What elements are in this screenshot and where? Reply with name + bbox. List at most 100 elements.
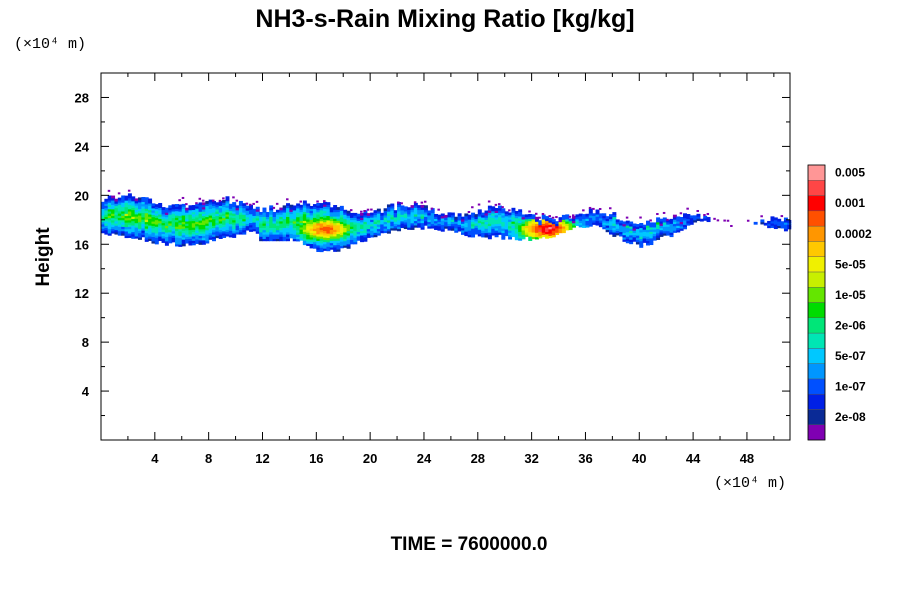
field-cell <box>471 232 476 236</box>
field-cell <box>363 221 368 225</box>
field-cell <box>531 223 536 226</box>
field-cell <box>360 237 365 240</box>
field-cell <box>417 218 422 222</box>
field-cell <box>222 226 227 230</box>
field-cell <box>282 222 287 226</box>
field-cell <box>306 229 311 233</box>
field-cell <box>296 225 301 229</box>
field-cell <box>232 210 237 214</box>
field-cell <box>168 236 173 239</box>
colorbar-swatch <box>807 302 826 318</box>
field-cell <box>551 227 556 231</box>
field-cell <box>306 238 311 242</box>
field-cell <box>309 208 314 211</box>
field-cell <box>551 223 556 227</box>
field-cell <box>127 230 132 234</box>
field-cell <box>595 220 600 224</box>
field-cell <box>272 222 277 226</box>
field-cell <box>447 221 452 224</box>
field-cell <box>602 226 607 230</box>
field-cell <box>504 217 509 221</box>
field-cell <box>141 225 146 229</box>
field-cell <box>662 219 667 223</box>
field-cell <box>154 210 159 214</box>
field-cell <box>397 206 402 210</box>
field-cell <box>245 218 250 222</box>
field-cell <box>228 203 233 207</box>
field-cell <box>518 226 523 230</box>
field-cell <box>175 206 179 210</box>
field-cell <box>353 217 358 221</box>
field-cell <box>649 235 654 239</box>
field-cell <box>121 217 126 221</box>
field-cell <box>521 214 526 218</box>
field-cell <box>191 220 196 224</box>
field-cell <box>306 205 311 209</box>
field-cell <box>286 229 290 233</box>
field-cell <box>154 237 159 240</box>
field-cell <box>360 210 363 213</box>
field-cell <box>524 231 529 235</box>
field-cell <box>625 240 630 244</box>
field-cell <box>148 218 153 222</box>
field-cell <box>178 215 183 219</box>
field-cell <box>316 231 321 235</box>
field-cell <box>329 220 334 224</box>
field-cell <box>323 230 328 234</box>
field-cell <box>602 217 607 221</box>
field-cell <box>336 244 341 248</box>
field-cell <box>349 239 354 243</box>
field-cell <box>605 220 610 224</box>
field-cell <box>730 224 733 227</box>
field-cell <box>588 208 593 212</box>
field-cell <box>578 213 583 217</box>
field-cell <box>329 213 334 217</box>
field-cell <box>282 220 287 224</box>
x-tick-label: 20 <box>363 451 377 466</box>
field-cell <box>555 216 558 219</box>
field-cell <box>417 205 422 208</box>
field-cell <box>134 224 139 228</box>
field-cell <box>255 200 259 203</box>
field-cell <box>609 220 613 224</box>
field-cell <box>363 214 368 218</box>
field-cell <box>363 210 366 213</box>
field-cell <box>168 225 173 228</box>
field-cell <box>329 224 334 228</box>
field-cell <box>275 222 280 226</box>
field-cell <box>383 212 388 216</box>
field-cell <box>121 199 126 203</box>
field-cell <box>127 219 132 223</box>
field-cell <box>511 221 516 224</box>
field-cell <box>629 236 634 240</box>
field-cell <box>632 230 637 233</box>
colorbar-swatch <box>807 164 826 181</box>
field-cell <box>339 223 344 227</box>
field-cell <box>622 239 627 242</box>
field-cell <box>353 234 358 238</box>
field-cell <box>195 227 200 231</box>
field-cell <box>188 236 193 239</box>
field-cell <box>181 210 186 214</box>
field-cell <box>107 189 111 192</box>
field-cell <box>349 215 354 218</box>
field-cell <box>265 231 270 235</box>
field-cell <box>440 228 445 232</box>
field-cell <box>151 236 156 240</box>
field-cell <box>242 203 247 206</box>
field-cell <box>602 215 607 219</box>
field-cell <box>494 210 499 214</box>
field-cell <box>249 213 253 217</box>
field-cell <box>420 226 425 230</box>
field-cell <box>319 240 324 244</box>
field-cell <box>662 224 667 227</box>
field-cell <box>299 229 304 232</box>
field-cell <box>181 232 186 236</box>
field-cell <box>353 237 358 240</box>
field-cell <box>265 220 270 224</box>
field-cell <box>121 226 126 230</box>
field-cell <box>360 234 365 238</box>
field-cell <box>212 214 216 217</box>
x-tick-label: 4 <box>151 451 159 466</box>
